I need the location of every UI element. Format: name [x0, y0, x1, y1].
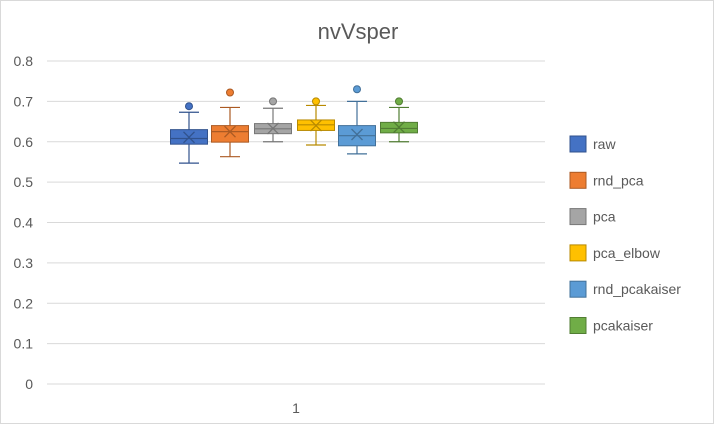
- legend-item-pcakaiser: pcakaiser: [569, 317, 653, 334]
- gridlines: [47, 60, 545, 385]
- y-tick-label: 0.1: [14, 336, 34, 352]
- mean-marker: [310, 119, 322, 132]
- y-tick-label: 0.8: [14, 53, 34, 69]
- legend-swatch: [569, 135, 587, 153]
- legend-label: pcakaiser: [593, 318, 653, 334]
- legend-label: raw: [593, 136, 616, 152]
- x-tick-label: 1: [292, 400, 300, 416]
- outlier-point: [226, 88, 234, 97]
- plot-area: [170, 85, 418, 164]
- box-pca_elbow: [297, 97, 335, 146]
- box-rnd_pcakaiser: [338, 85, 376, 155]
- box-pca: [254, 97, 292, 143]
- y-tick-label: 0.6: [14, 134, 34, 150]
- mean-marker: [224, 125, 236, 138]
- legend-swatch: [569, 244, 587, 262]
- mean-marker: [351, 128, 363, 141]
- y-tick-label: 0.7: [14, 93, 34, 109]
- legend-label: rnd_pca: [593, 172, 644, 188]
- y-tick-label: 0.3: [14, 255, 34, 271]
- y-tick-label: 0.4: [14, 215, 34, 231]
- legend-swatch: [569, 208, 587, 226]
- outlier-point: [185, 102, 193, 111]
- box-body: [211, 125, 249, 143]
- y-tick-label: 0.5: [14, 174, 34, 190]
- x-axis: 1: [292, 400, 300, 416]
- chart-title: nvVsper: [318, 19, 399, 44]
- box-rnd_pca: [211, 88, 249, 158]
- legend-swatch: [569, 171, 587, 189]
- outlier-point: [395, 97, 403, 106]
- y-tick-label: 0.2: [14, 295, 34, 311]
- y-tick-label: 0: [25, 376, 33, 392]
- legend-item-pca: pca: [569, 208, 616, 226]
- box-pcakaiser: [380, 97, 418, 143]
- legend-item-raw: raw: [569, 135, 616, 153]
- legend-item-pca_elbow: pca_elbow: [569, 244, 661, 262]
- legend-label: rnd_pcakaiser: [593, 281, 681, 297]
- legend-label: pca: [593, 209, 616, 225]
- y-axis: 0 0.1 0.2 0.3 0.4 0.5 0.6 0.7 0.8: [14, 53, 34, 392]
- legend-item-rnd_pcakaiser: rnd_pcakaiser: [569, 280, 681, 298]
- mean-marker: [183, 131, 195, 144]
- legend-item-rnd_pca: rnd_pca: [569, 171, 644, 189]
- mean-marker: [393, 121, 405, 134]
- outlier-point: [269, 97, 277, 106]
- outlier-point: [312, 97, 320, 106]
- mean-marker: [267, 122, 279, 135]
- box-raw: [170, 102, 208, 164]
- legend-swatch: [569, 280, 587, 298]
- legend-swatch: [569, 317, 587, 334]
- outlier-point: [353, 85, 361, 94]
- legend-label: pca_elbow: [593, 245, 661, 261]
